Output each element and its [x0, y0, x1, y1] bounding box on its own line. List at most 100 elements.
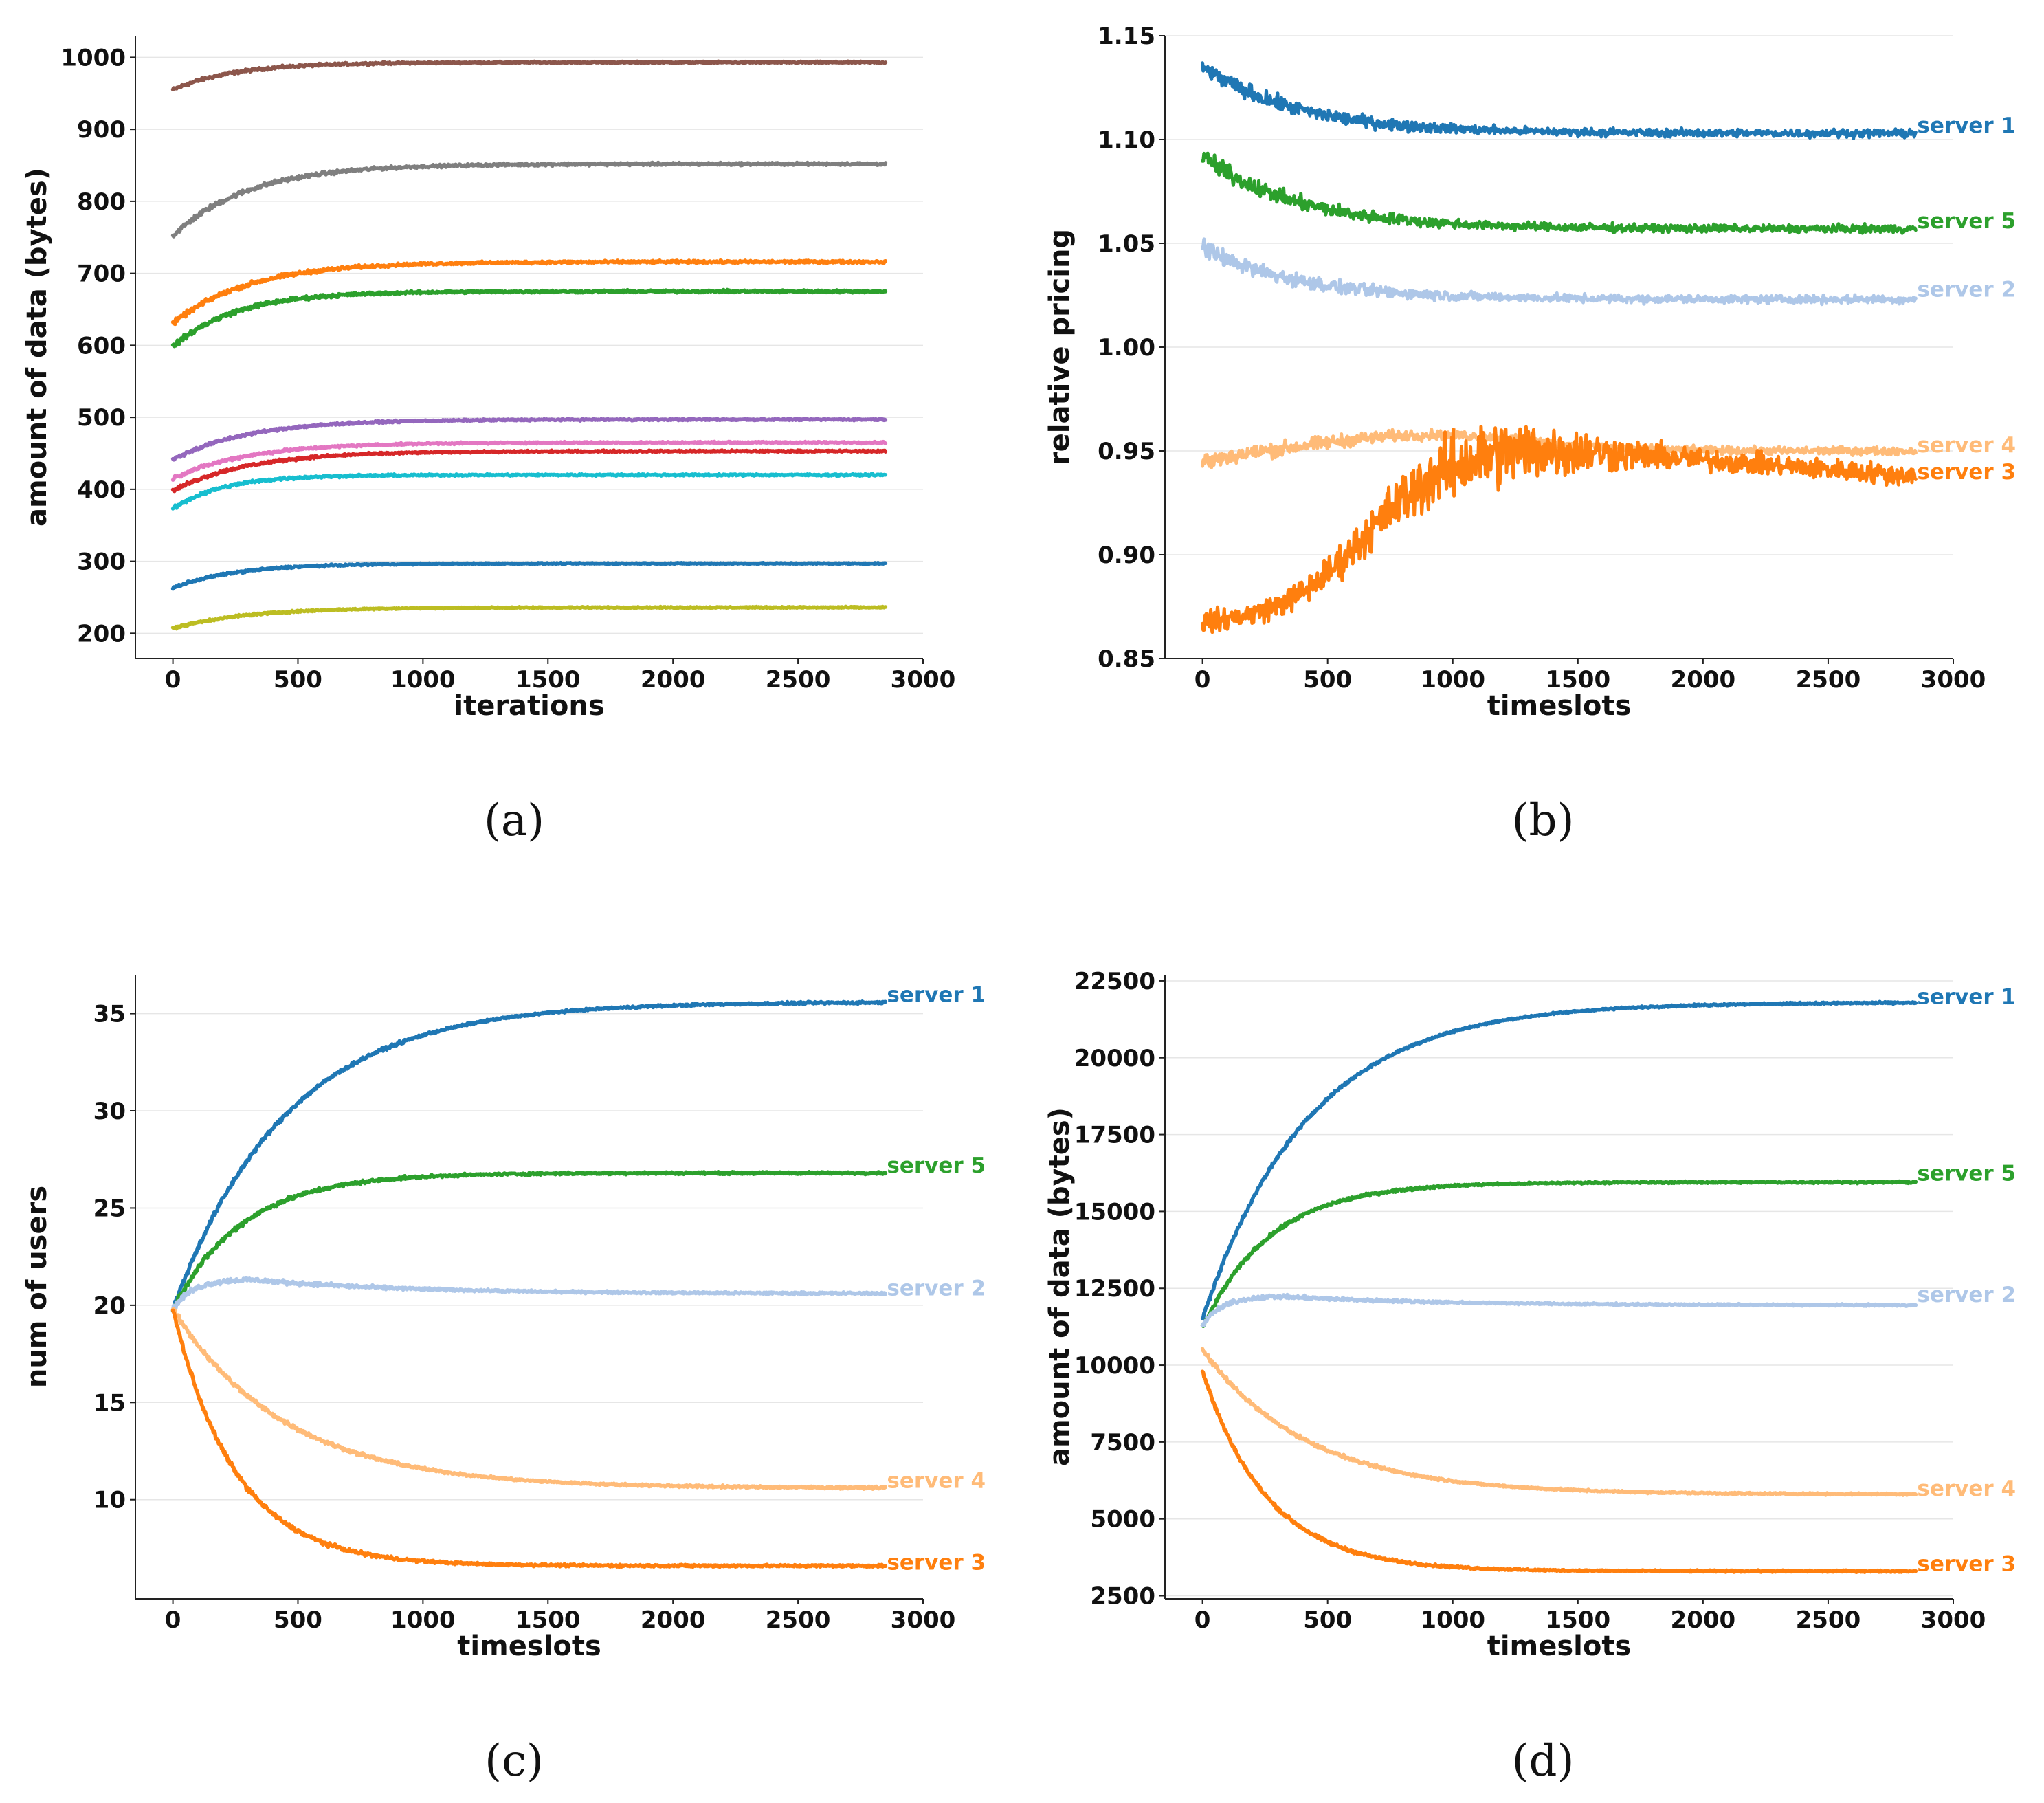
- series-d-server-1: [1200, 999, 1918, 1320]
- series-label-c-server-5: server 5: [887, 1153, 986, 1178]
- x-tick-label-a-3: 1500: [515, 666, 581, 694]
- series-label-b-server-3: server 3: [1917, 460, 2016, 485]
- series-b-server-5: [1201, 151, 1918, 235]
- y-tick-label-c-1: 15: [93, 1389, 126, 1417]
- y-axis-title-c: num of users: [21, 1186, 53, 1388]
- series-d-server-5: [1200, 1179, 1918, 1328]
- y-tick-label-d-7: 20000: [1074, 1045, 1155, 1072]
- x-tick-label-b-6: 3000: [1921, 666, 1986, 694]
- series-a-pink: [170, 439, 888, 482]
- series-a-green: [170, 287, 888, 349]
- series-a-purple: [170, 416, 888, 462]
- y-tick-label-a-0: 200: [77, 620, 126, 648]
- y-tick-label-c-2: 20: [93, 1292, 126, 1320]
- y-tick-label-a-7: 900: [77, 116, 126, 144]
- x-tick-label-c-0: 0: [165, 1606, 181, 1634]
- series-a-blue: [170, 560, 888, 591]
- y-tick-label-c-3: 25: [93, 1195, 126, 1222]
- x-tick-label-c-3: 1500: [515, 1606, 581, 1634]
- series-a-brown: [170, 59, 888, 92]
- series-label-b-server-2: server 2: [1917, 277, 2016, 302]
- x-axis-title-a: iterations: [454, 690, 604, 722]
- x-tick-label-b-5: 2500: [1796, 666, 1861, 694]
- series-label-c-server-4: server 4: [887, 1468, 986, 1493]
- y-tick-label-c-0: 10: [93, 1487, 126, 1514]
- y-tick-label-c-5: 35: [93, 1001, 126, 1028]
- y-tick-label-a-2: 400: [77, 476, 126, 504]
- series-a-cyan: [170, 472, 888, 511]
- x-tick-label-b-2: 1000: [1420, 666, 1485, 694]
- series-c-server-1: [170, 999, 888, 1313]
- x-tick-label-c-6: 3000: [891, 1606, 956, 1634]
- x-tick-label-b-0: 0: [1195, 666, 1211, 694]
- series-a-olive: [170, 604, 888, 631]
- y-tick-label-d-4: 12500: [1074, 1275, 1155, 1303]
- x-tick-label-b-3: 1500: [1545, 666, 1610, 694]
- y-tick-label-b-3: 1.00: [1098, 334, 1155, 362]
- y-tick-label-d-0: 2500: [1090, 1583, 1155, 1611]
- panel-caption-c: (c): [485, 1736, 544, 1787]
- y-axis-title-a: amount of data (bytes): [21, 168, 53, 527]
- x-tick-label-d-2: 1000: [1420, 1606, 1485, 1634]
- y-axis-title-b: relative pricing: [1044, 229, 1076, 465]
- series-a-orange: [170, 258, 888, 327]
- x-tick-label-c-5: 2500: [766, 1606, 831, 1634]
- x-tick-label-a-4: 2000: [641, 666, 706, 694]
- y-tick-label-a-4: 600: [77, 332, 126, 360]
- y-tick-label-b-2: 0.95: [1098, 438, 1155, 465]
- series-d-server-3: [1200, 1369, 1918, 1574]
- y-tick-label-a-5: 700: [77, 261, 126, 288]
- y-tick-label-d-5: 15000: [1074, 1198, 1155, 1226]
- x-tick-label-d-5: 2500: [1796, 1606, 1861, 1634]
- x-tick-label-d-3: 1500: [1545, 1606, 1610, 1634]
- series-label-c-server-3: server 3: [887, 1550, 986, 1575]
- series-a-red: [170, 448, 888, 494]
- panel-caption-d: (d): [1512, 1736, 1575, 1787]
- panel-d-chart: server 1 server 5 server 2 server 4 server 3…: [1044, 968, 2016, 1787]
- series-a-gray: [170, 160, 888, 239]
- x-tick-label-c-1: 500: [274, 1606, 322, 1634]
- series-label-d-server-2: server 2: [1917, 1283, 2016, 1307]
- panel-c-chart: server 1 server 5 server 2 server 4 server 3…: [21, 975, 986, 1787]
- y-tick-label-b-4: 1.05: [1098, 230, 1155, 258]
- series-label-c-server-2: server 2: [887, 1276, 986, 1301]
- x-tick-label-c-2: 1000: [390, 1606, 456, 1634]
- x-tick-label-d-4: 2000: [1671, 1606, 1736, 1634]
- x-tick-label-d-0: 0: [1195, 1606, 1211, 1634]
- panel-a-chart: 0 500 1000 1500 2000 2500 3000 200 300 400 500 600 7…: [21, 36, 955, 846]
- x-tick-label-b-4: 2000: [1671, 666, 1736, 694]
- series-d-server-2: [1200, 1292, 1918, 1327]
- series-label-b-server-1: server 1: [1917, 113, 2016, 138]
- x-axis-title-c: timeslots: [457, 1630, 601, 1662]
- y-tick-label-b-6: 1.15: [1098, 23, 1155, 50]
- series-label-b-server-4: server 4: [1917, 433, 2016, 458]
- y-tick-label-a-8: 1000: [60, 44, 126, 71]
- series-d-server-4: [1200, 1347, 1918, 1497]
- panel-caption-b: (b): [1512, 795, 1575, 846]
- series-label-d-server-4: server 4: [1917, 1476, 2016, 1501]
- x-tick-label-a-0: 0: [165, 666, 181, 694]
- x-tick-label-b-1: 500: [1303, 666, 1352, 694]
- x-tick-label-d-6: 3000: [1921, 1606, 1986, 1634]
- x-tick-label-a-1: 500: [274, 666, 322, 694]
- y-tick-label-d-2: 7500: [1090, 1429, 1155, 1457]
- series-b-server-1: [1201, 61, 1918, 140]
- series-b-server-3: [1201, 425, 1918, 634]
- series-c-server-2: [170, 1276, 888, 1312]
- y-tick-label-c-4: 30: [93, 1098, 126, 1125]
- y-tick-label-b-0: 0.85: [1098, 645, 1155, 673]
- series-label-c-server-1: server 1: [887, 982, 986, 1007]
- y-tick-label-a-6: 800: [77, 188, 126, 216]
- x-tick-label-a-2: 1000: [390, 666, 456, 694]
- series-c-server-3: [170, 1308, 888, 1569]
- y-tick-label-b-5: 1.10: [1098, 126, 1155, 154]
- x-tick-label-a-6: 3000: [891, 666, 956, 694]
- y-tick-label-d-8: 22500: [1074, 968, 1155, 995]
- y-tick-label-d-6: 17500: [1074, 1122, 1155, 1149]
- panel-caption-a: (a): [484, 795, 544, 846]
- y-tick-label-d-1: 5000: [1090, 1506, 1155, 1534]
- x-tick-label-d-1: 500: [1303, 1606, 1352, 1634]
- x-tick-label-c-4: 2000: [641, 1606, 706, 1634]
- series-b-server-2: [1201, 237, 1918, 307]
